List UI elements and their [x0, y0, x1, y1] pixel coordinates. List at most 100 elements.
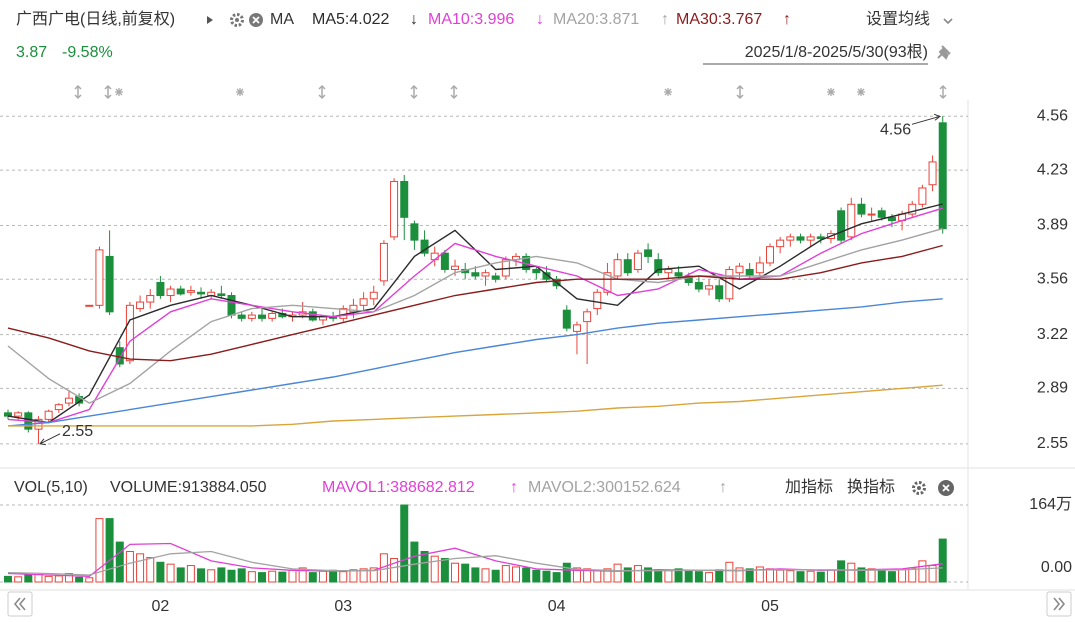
candle-body — [715, 285, 724, 300]
volume-close-icon[interactable] — [938, 480, 954, 496]
volume-bar — [339, 571, 348, 583]
candle-body — [44, 410, 53, 420]
volume-legend-entry: MAVOL2:300152.624 — [528, 479, 681, 496]
candle-body — [867, 213, 876, 216]
volume-bar — [308, 572, 317, 583]
y-tick-label: 3.22 — [1037, 326, 1068, 343]
candle-body — [85, 304, 94, 307]
legend-entry: MA10:3.996 — [428, 11, 514, 28]
candle-body — [471, 272, 480, 277]
x-tick-label: 04 — [548, 598, 566, 615]
legend-entry: MA20:3.871 — [553, 11, 639, 28]
volume-bar — [664, 570, 673, 583]
switch-indicator-button[interactable]: 换指标 — [847, 478, 895, 496]
volume-bar — [542, 570, 551, 583]
volume-bar — [816, 571, 825, 583]
event-marker — [939, 84, 947, 100]
event-marker — [318, 84, 326, 100]
volume-ma-line — [7, 550, 943, 576]
candle-body — [64, 397, 73, 404]
volume-bar — [318, 570, 327, 583]
volume-legend-trend: ↑ — [510, 479, 518, 496]
menu-caret[interactable] — [207, 16, 213, 24]
candle-body — [532, 268, 541, 274]
volume-bar — [197, 568, 206, 583]
volume-bar — [105, 518, 114, 583]
price-change: -9.58% — [62, 44, 113, 61]
event-marker — [236, 88, 244, 96]
candle-body — [745, 268, 754, 277]
chart-title: 广西广电(日线,前复权) — [16, 10, 175, 28]
volume-bar — [288, 569, 297, 583]
scroll-left-button[interactable] — [7, 591, 33, 617]
volume-bar — [125, 550, 134, 583]
volume-bar — [247, 571, 256, 583]
volume-bar — [329, 569, 338, 583]
candle-body — [694, 282, 703, 290]
volume-bar — [572, 567, 581, 583]
pin-icon[interactable] — [937, 45, 951, 60]
y-tick-label: 3.56 — [1037, 270, 1068, 287]
candle-body — [684, 275, 693, 284]
volume-bar — [674, 568, 683, 583]
volume-bar — [796, 571, 805, 583]
date-range[interactable]: 2025/1/8-2025/5/30(93根) — [745, 43, 928, 61]
ma-lines — [7, 203, 943, 427]
ma-line — [7, 207, 943, 424]
volume-bar — [857, 567, 866, 583]
candle-body — [186, 290, 195, 293]
high-arrow — [911, 113, 942, 125]
last-price: 3.87 — [16, 44, 47, 61]
volume-bar — [451, 562, 460, 583]
dropdown-chevron[interactable] — [943, 18, 953, 25]
close-icon[interactable] — [249, 13, 263, 27]
volume-bar — [735, 567, 744, 583]
candle-body — [542, 272, 551, 280]
volume-bar — [461, 563, 470, 583]
candle-body — [918, 187, 927, 205]
settings-button[interactable]: 设置均线 — [866, 10, 930, 28]
volume-bar — [837, 560, 846, 583]
candle-body — [176, 288, 185, 295]
legend-trend: ↑ — [661, 11, 669, 28]
candle-body — [420, 239, 429, 254]
candle-body — [14, 412, 23, 417]
ma-line — [7, 244, 943, 362]
candle-body — [938, 122, 947, 230]
candle-body — [390, 180, 399, 238]
volume-bar — [75, 576, 84, 583]
volume-bar — [918, 560, 927, 583]
candle-body — [674, 272, 683, 277]
volume-bar — [491, 569, 500, 583]
x-tick-label: 03 — [334, 598, 352, 615]
volume-settings-icon[interactable] — [912, 481, 926, 495]
volume-bar — [776, 569, 785, 583]
candle-body — [481, 272, 490, 277]
candle-body — [410, 223, 419, 241]
volume-bar — [4, 575, 12, 583]
candle-body — [166, 288, 175, 297]
volume-bar — [745, 568, 754, 583]
event-marker — [664, 88, 672, 96]
candle-body — [796, 236, 805, 241]
settings-icon[interactable] — [230, 13, 244, 27]
scroll-right-button[interactable] — [1046, 591, 1072, 617]
volume-bar — [24, 574, 33, 583]
candle-body — [136, 301, 145, 310]
event-marker — [115, 88, 123, 96]
ma-line — [7, 227, 943, 404]
y-tick-label: 4.56 — [1037, 108, 1068, 125]
candle-body — [735, 265, 744, 274]
volume-bar — [207, 569, 216, 583]
volume-bar — [54, 575, 63, 583]
volume-bar — [227, 569, 236, 583]
add-indicator-button[interactable]: 加指标 — [785, 478, 833, 496]
volume-bar — [410, 541, 419, 583]
candle-body — [146, 295, 155, 303]
candle-body — [562, 309, 571, 329]
candle-body — [776, 239, 785, 248]
candle-body — [379, 242, 388, 282]
low-label: 2.55 — [62, 423, 93, 440]
ma-line — [7, 298, 943, 427]
